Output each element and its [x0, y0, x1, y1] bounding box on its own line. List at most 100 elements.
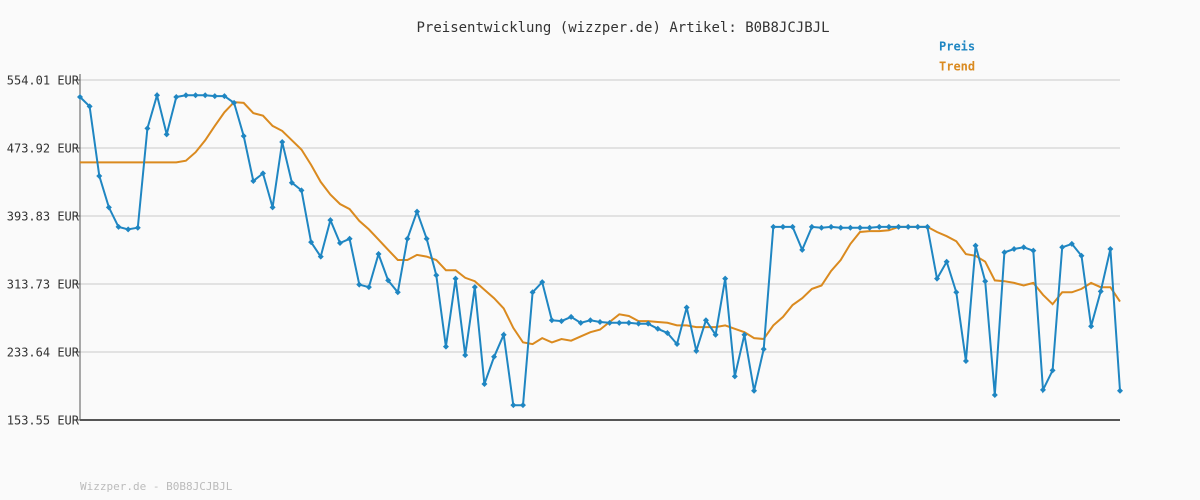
data-point [442, 343, 449, 350]
data-point [337, 240, 343, 247]
data-point [1117, 387, 1123, 394]
data-point [953, 289, 960, 296]
data-point [895, 223, 902, 230]
data-point [799, 246, 806, 253]
data-point [144, 125, 151, 132]
data-point [202, 92, 209, 99]
y-tick-label: 233.64 EUR [7, 346, 80, 360]
data-point [751, 387, 758, 394]
data-point [192, 92, 199, 99]
data-point [221, 93, 228, 100]
data-point [789, 223, 796, 230]
data-point [779, 223, 786, 230]
data-point [279, 138, 286, 145]
data-point [298, 187, 305, 194]
data-point [991, 391, 998, 398]
y-tick-label: 393.83 EUR [7, 209, 80, 223]
data-point [356, 281, 363, 288]
data-point [182, 92, 189, 99]
data-point [606, 319, 613, 326]
data-point [982, 278, 989, 285]
data-point [134, 224, 141, 231]
data-point [1107, 245, 1114, 252]
data-point [327, 217, 334, 224]
data-point [818, 224, 825, 231]
data-point [616, 319, 623, 326]
data-point [163, 131, 170, 138]
data-point [808, 223, 815, 230]
data-point [154, 92, 161, 99]
series-line [80, 101, 1121, 346]
data-point [240, 133, 247, 140]
data-point [914, 223, 921, 230]
data-point [462, 352, 469, 359]
data-point [664, 330, 671, 337]
data-point [1068, 240, 1075, 247]
data-point [1088, 323, 1095, 330]
data-point [760, 346, 767, 353]
data-point [539, 279, 546, 286]
data-point [308, 239, 315, 246]
data-point [924, 223, 931, 230]
data-point [635, 320, 642, 327]
data-point [1039, 386, 1046, 393]
data-point [211, 93, 218, 100]
data-point [645, 320, 652, 327]
data-point [365, 284, 372, 291]
data-point [568, 313, 575, 320]
data-point [962, 358, 969, 365]
data-point [905, 223, 912, 230]
data-point [770, 223, 777, 230]
data-point [548, 317, 555, 324]
data-point [231, 99, 238, 106]
data-point [105, 204, 112, 211]
data-point [1059, 244, 1066, 251]
data-point [86, 103, 93, 110]
data-point [934, 275, 941, 282]
data-point [693, 347, 700, 354]
data-point [943, 258, 950, 265]
data-point [173, 93, 180, 100]
data-point [587, 317, 594, 324]
data-point [1030, 247, 1037, 254]
data-point [519, 402, 526, 409]
data-point [847, 224, 854, 231]
data-point [433, 272, 440, 279]
data-point [1049, 367, 1056, 374]
data-point [857, 224, 863, 231]
data-point [1097, 288, 1104, 295]
data-point [452, 275, 459, 282]
legend-label: Trend [939, 60, 975, 74]
data-point [491, 353, 498, 360]
data-point [115, 223, 122, 230]
data-point [288, 179, 295, 186]
legend-label: Preis [939, 40, 975, 54]
data-point [741, 331, 748, 338]
data-point [269, 204, 276, 211]
data-point [414, 208, 421, 215]
y-tick-label: 313.73 EUR [7, 278, 80, 292]
data-point [972, 242, 979, 249]
data-point [375, 251, 382, 258]
chart-title: Preisentwicklung (wizzper.de) Artikel: B… [416, 20, 829, 36]
data-point [1011, 245, 1018, 252]
data-point [346, 235, 353, 242]
data-point [77, 93, 83, 100]
data-point [683, 304, 690, 311]
data-point [404, 235, 411, 242]
data-point [654, 325, 661, 332]
data-point [250, 178, 257, 185]
data-point [510, 402, 517, 409]
data-point [866, 224, 873, 231]
data-point [529, 289, 536, 296]
data-point [1078, 252, 1085, 259]
data-point [674, 341, 681, 348]
data-point [731, 373, 738, 380]
data-point [625, 319, 632, 326]
data-point [702, 317, 709, 324]
footer: Wizzper.de - B0B8JCJBJL [80, 480, 233, 493]
data-point [96, 172, 103, 179]
data-point [259, 170, 266, 177]
data-point [385, 277, 392, 284]
